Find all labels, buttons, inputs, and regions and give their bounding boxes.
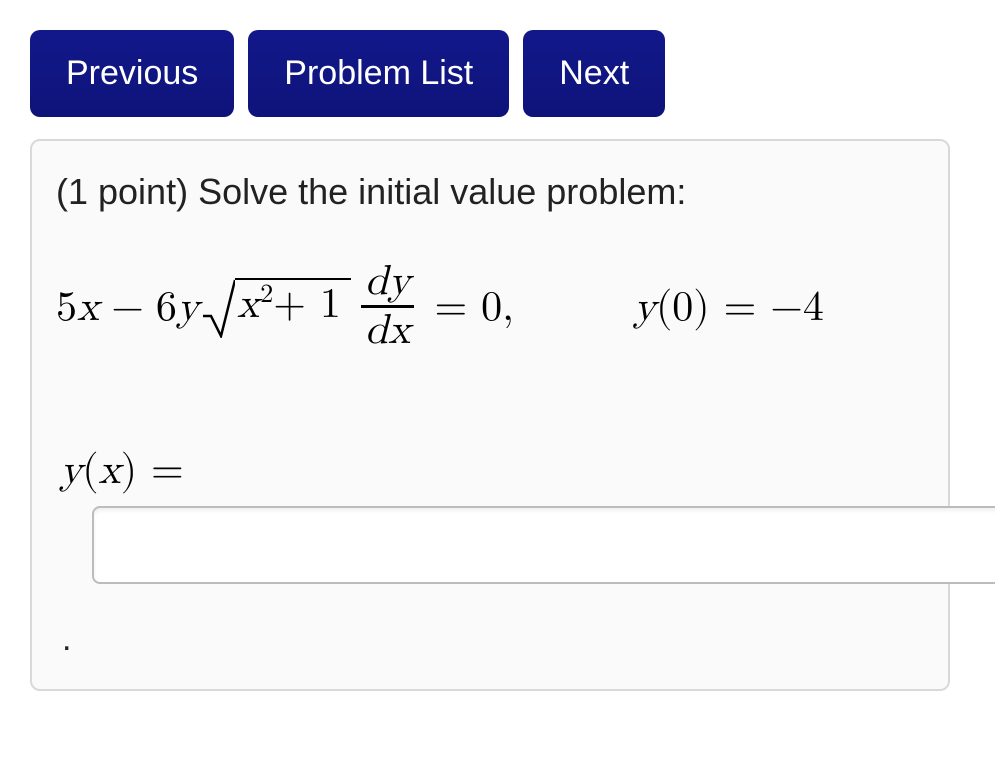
ode-equation: 5x − 6y x2 + 1 dy dx = 0 (56, 261, 924, 356)
sqrt-term: x2 + 1 (201, 278, 351, 338)
var-x: x (77, 287, 99, 329)
dy-dx-fraction: dy dx (361, 259, 415, 354)
ic-rhs: −4 (770, 287, 824, 329)
radicand-plus-one: + 1 (273, 284, 341, 326)
radicand-exp: 2 (260, 282, 273, 308)
sqrt-radicand: x2 + 1 (235, 278, 351, 326)
initial-condition: y(0) = −4 (634, 287, 824, 329)
answer-x: x (99, 450, 121, 492)
answer-input[interactable] (92, 506, 995, 584)
equals-zero: = 0, (434, 287, 513, 329)
sqrt-sign-icon (201, 278, 235, 338)
coef-5: 5 (56, 287, 77, 329)
previous-button[interactable]: Previous (30, 30, 234, 117)
frac-den: dx (361, 308, 415, 354)
minus-sign: − (111, 287, 144, 329)
ic-open-paren: ( (656, 287, 672, 329)
term-6y: 6y (156, 287, 199, 329)
prompt-text: Solve the initial value problem: (198, 171, 686, 212)
points-label: (1 point) (56, 171, 198, 212)
answer-label: y(x) = (60, 446, 924, 496)
answer-open-paren: ( (82, 450, 98, 492)
answer-input-wrap (92, 506, 995, 584)
var-y: y (177, 287, 199, 329)
nav-row: Previous Problem List Next (30, 30, 965, 117)
term-5x: 5x (56, 287, 99, 329)
answer-y: y (60, 450, 82, 492)
ic-close-paren: ) (693, 287, 709, 329)
next-button[interactable]: Next (523, 30, 665, 117)
page-root: Previous Problem List Next (1 point) Sol… (0, 0, 995, 772)
problem-list-button[interactable]: Problem List (248, 30, 509, 117)
radicand-x: x (237, 284, 259, 326)
frac-num: dy (361, 259, 415, 305)
ic-eq: = (710, 287, 771, 329)
coef-6: 6 (156, 287, 177, 329)
ic-zero: 0 (672, 287, 693, 329)
problem-prompt: (1 point) Solve the initial value proble… (56, 171, 924, 213)
trailing-dot: . (62, 620, 924, 659)
problem-box: (1 point) Solve the initial value proble… (30, 139, 950, 691)
answer-close-paren: ) (121, 450, 137, 492)
answer-eq: = (137, 450, 184, 492)
ic-y: y (634, 287, 656, 329)
